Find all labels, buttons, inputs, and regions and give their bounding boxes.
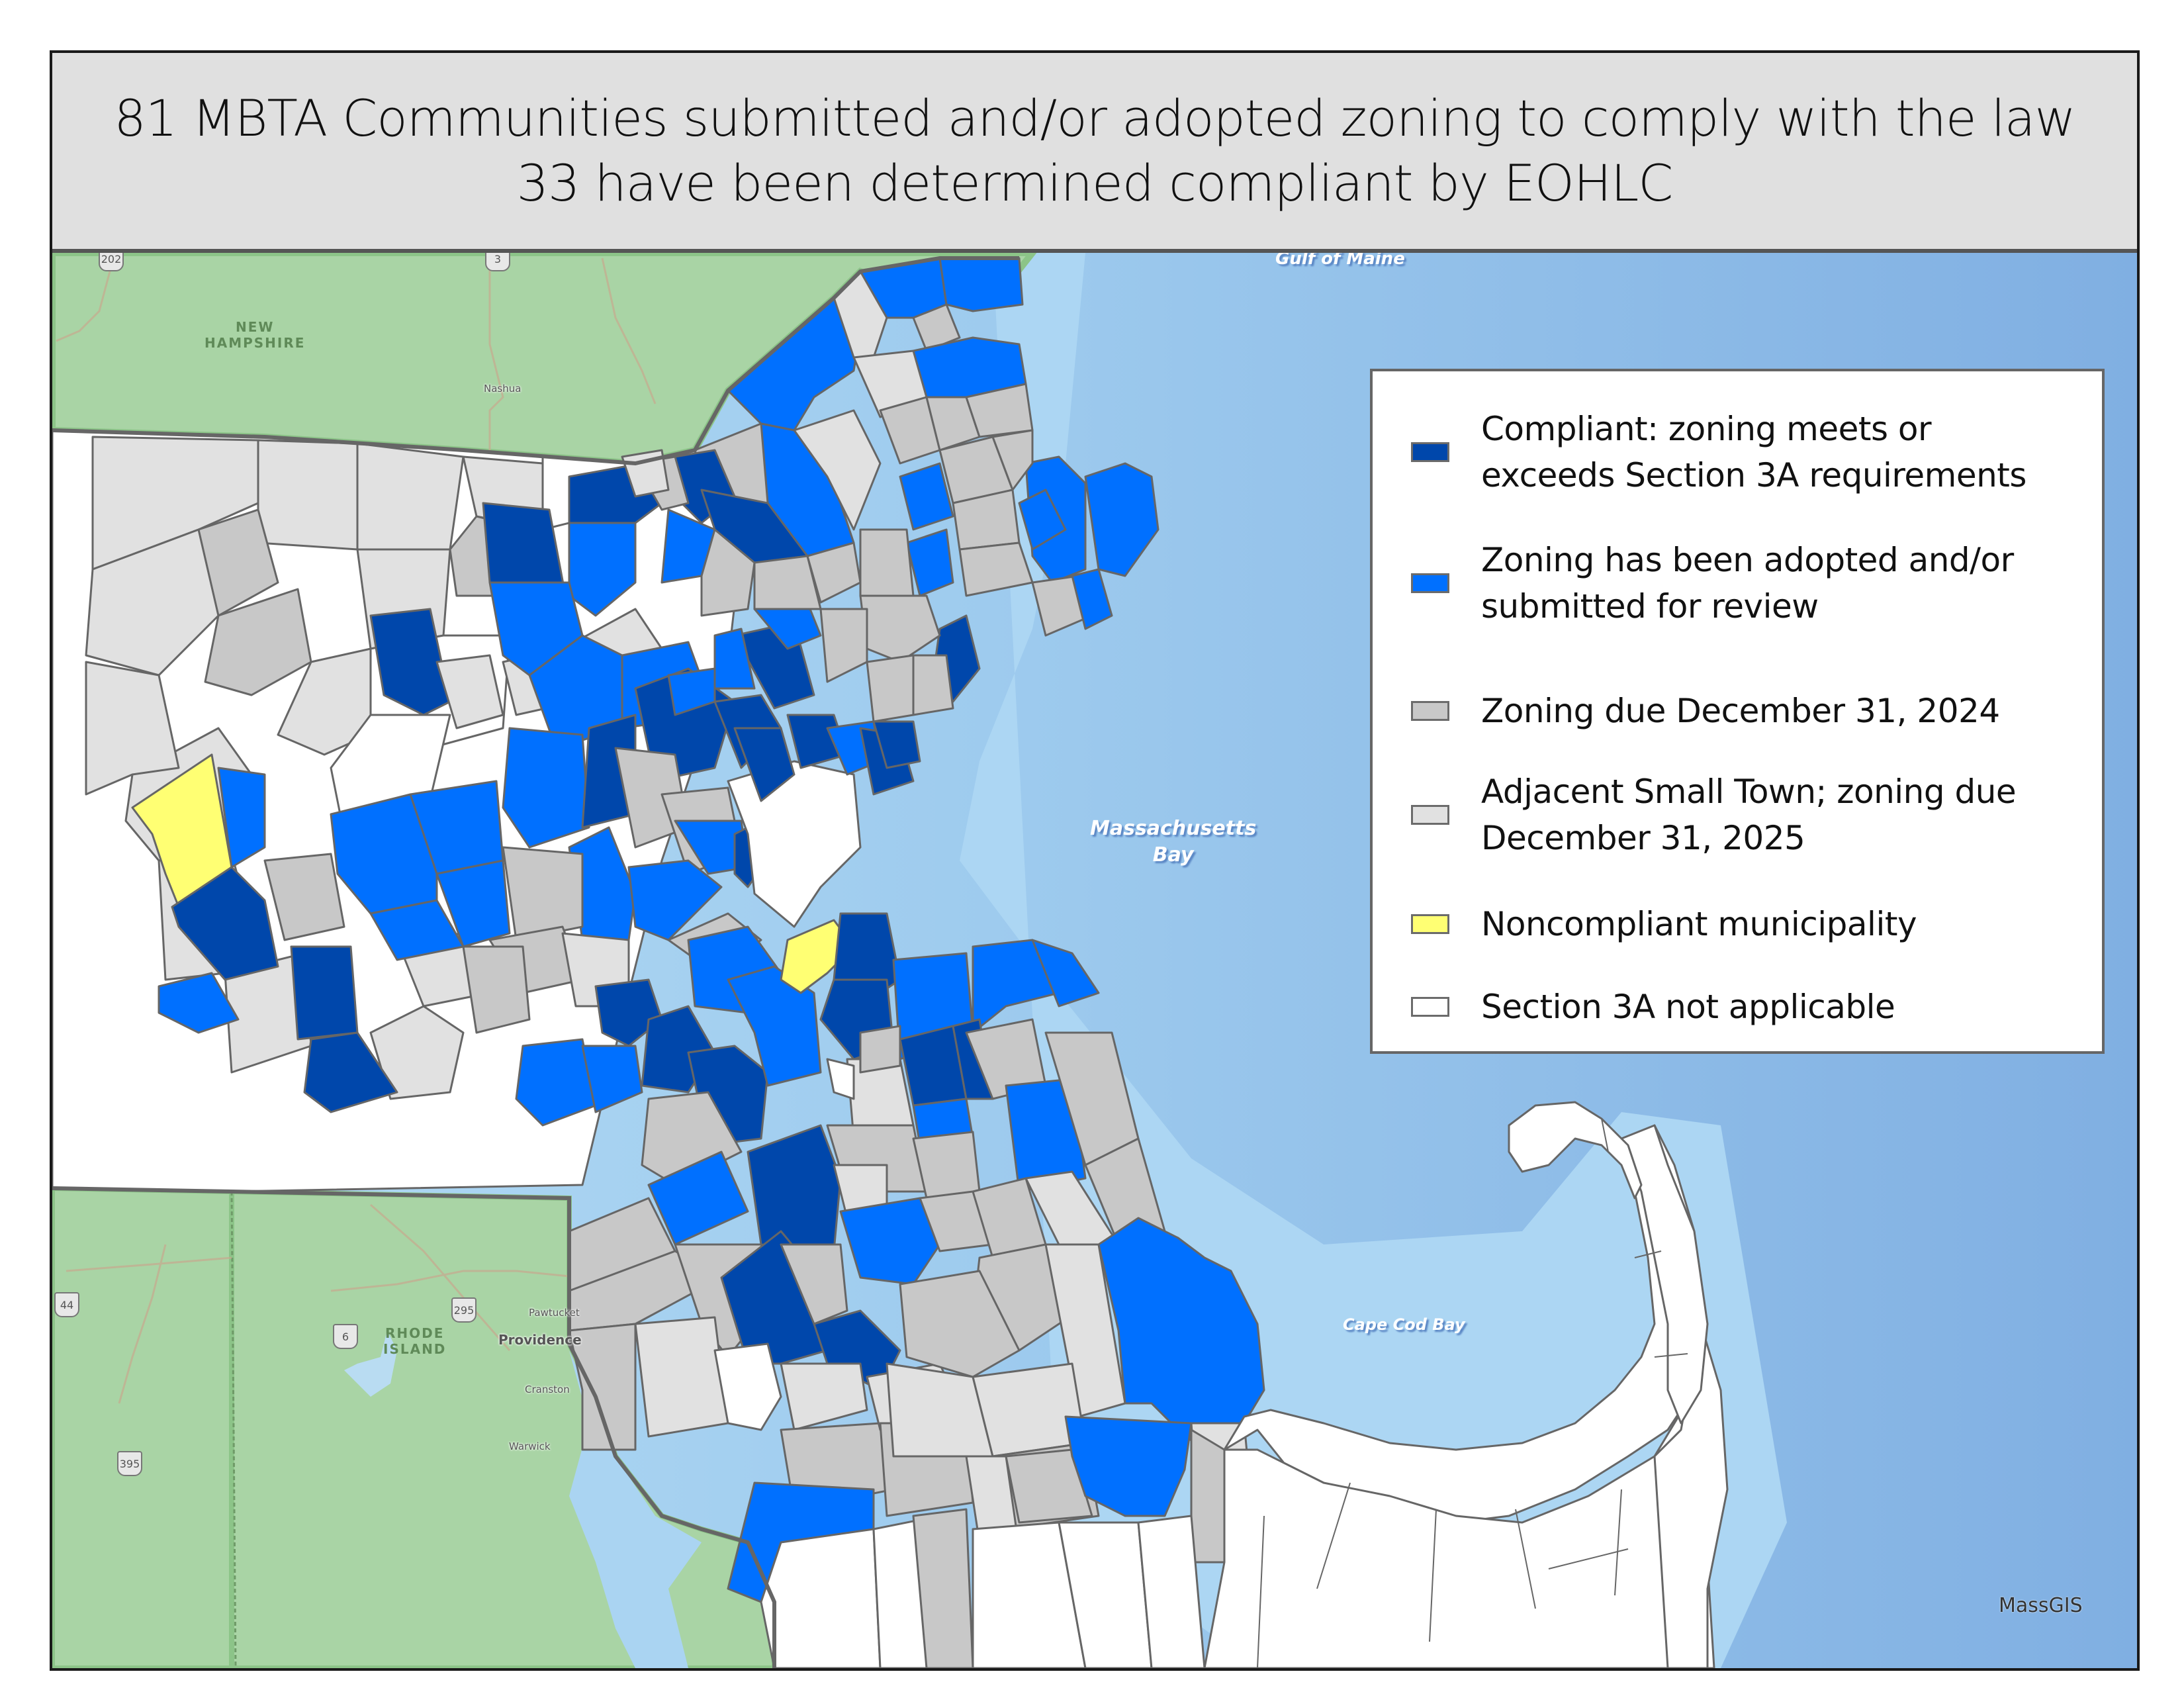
legend-item-not-applicable: Section 3A not applicable	[1411, 984, 1895, 1030]
label-nashua: Nashua	[484, 383, 522, 395]
municipalities	[52, 257, 1729, 1668]
title-box: 81 MBTA Communities submitted and/or ado…	[50, 50, 2140, 253]
label-gulf-of-maine: Gulf of Maine	[1275, 253, 1405, 269]
label-pawtucket: Pawtucket	[529, 1307, 580, 1319]
legend-label: Zoning has been adopted and/or submitted…	[1481, 541, 2014, 626]
legend-label: Adjacent Small Town; zoning due December…	[1481, 773, 2017, 857]
swatch-not-applicable	[1411, 997, 1449, 1017]
swatch-due-2024	[1411, 701, 1449, 721]
route-shield-44: 44	[54, 1292, 79, 1317]
cape-cod-body	[1203, 1389, 1715, 1668]
legend-item-submitted: Zoning has been adopted and/or submitted…	[1411, 537, 2014, 630]
cape-cod-tip	[1508, 1101, 1643, 1199]
roads	[56, 258, 657, 1404]
legend-label: Compliant: zoning meets or exceeds Secti…	[1481, 410, 2026, 494]
legend-item-noncompliant: Noncompliant municipality	[1411, 901, 1917, 947]
route-shield-6: 6	[333, 1324, 358, 1349]
swatch-submitted	[1411, 573, 1449, 593]
label-cranston: Cranston	[525, 1383, 570, 1395]
legend-item-compliant: Compliant: zoning meets or exceeds Secti…	[1411, 406, 2026, 498]
ct-ri-border	[230, 1191, 237, 1668]
cape-cod-arm	[1620, 1124, 1709, 1425]
title-line-2: 33 have been determined compliant by EOH…	[516, 154, 1674, 212]
town-noncompliant-milton	[780, 919, 855, 994]
map-frame	[50, 50, 2140, 1671]
route-shield-295: 295	[451, 1297, 477, 1323]
legend-item-due-2024: Zoning due December 31, 2024	[1411, 688, 2000, 734]
label-providence: Providence	[498, 1332, 582, 1348]
label-rhode-island: RHODE ISLAND	[383, 1325, 447, 1357]
ma-nh-border	[52, 256, 1019, 466]
credit-massgis: MassGIS	[1999, 1594, 2083, 1617]
route-shield-395: 395	[117, 1451, 142, 1476]
title-line-1: 81 MBTA Communities submitted and/or ado…	[114, 89, 2075, 148]
legend-label: Section 3A not applicable	[1481, 988, 1895, 1026]
label-cape-cod-bay: Cape Cod Bay	[1343, 1315, 1465, 1334]
legend-label: Zoning due December 31, 2024	[1481, 692, 2000, 730]
route-shield-3: 3	[485, 253, 510, 271]
route-shield-202: 202	[99, 253, 124, 271]
town-plymouth	[1097, 1217, 1265, 1458]
swatch-compliant	[1411, 442, 1449, 462]
swatch-noncompliant	[1411, 914, 1449, 934]
legend-item-due-2025: Adjacent Small Town; zoning due December…	[1411, 769, 2017, 861]
swatch-due-2025	[1411, 805, 1449, 825]
label-warwick: Warwick	[509, 1440, 551, 1452]
ma-ri-border	[52, 1186, 776, 1668]
legend: Compliant: zoning meets or exceeds Secti…	[1370, 369, 2105, 1054]
label-new-hampshire: NEW HAMPSHIRE	[205, 319, 306, 351]
legend-label: Noncompliant municipality	[1481, 905, 1917, 943]
label-massachusetts-bay: Massachusetts Bay	[1090, 817, 1257, 867]
ri-lake	[344, 1331, 397, 1397]
